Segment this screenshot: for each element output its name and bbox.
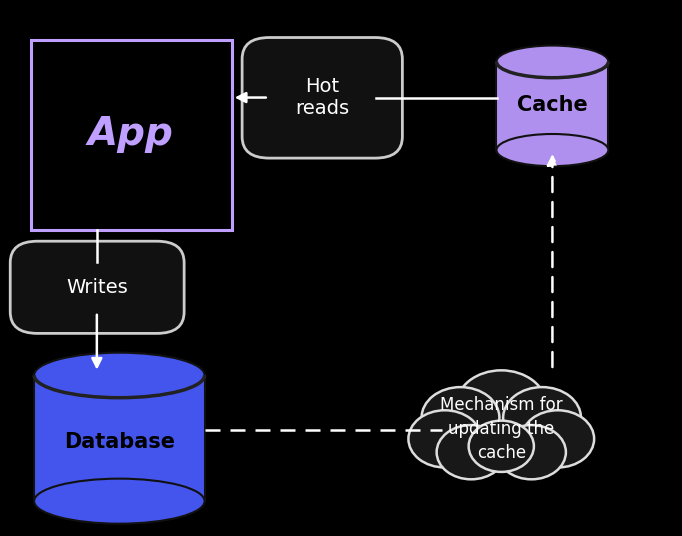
- FancyBboxPatch shape: [496, 62, 608, 150]
- FancyBboxPatch shape: [34, 375, 205, 501]
- Ellipse shape: [496, 134, 608, 166]
- Circle shape: [409, 410, 481, 467]
- FancyBboxPatch shape: [10, 241, 184, 333]
- FancyBboxPatch shape: [242, 38, 402, 158]
- Ellipse shape: [34, 479, 205, 524]
- Text: Cache: Cache: [517, 94, 588, 115]
- Circle shape: [503, 387, 581, 448]
- Text: Writes: Writes: [66, 278, 128, 297]
- Circle shape: [469, 421, 534, 472]
- FancyBboxPatch shape: [31, 40, 232, 230]
- Text: Mechanism for
updating the
cache: Mechanism for updating the cache: [440, 397, 563, 461]
- Text: Database: Database: [64, 432, 175, 452]
- Circle shape: [421, 387, 499, 448]
- Ellipse shape: [496, 46, 608, 78]
- Circle shape: [521, 410, 594, 467]
- Text: Hot
reads: Hot reads: [295, 77, 349, 118]
- Text: App: App: [88, 115, 174, 153]
- Circle shape: [497, 425, 566, 479]
- Ellipse shape: [34, 353, 205, 398]
- Circle shape: [436, 425, 505, 479]
- Circle shape: [456, 370, 546, 441]
